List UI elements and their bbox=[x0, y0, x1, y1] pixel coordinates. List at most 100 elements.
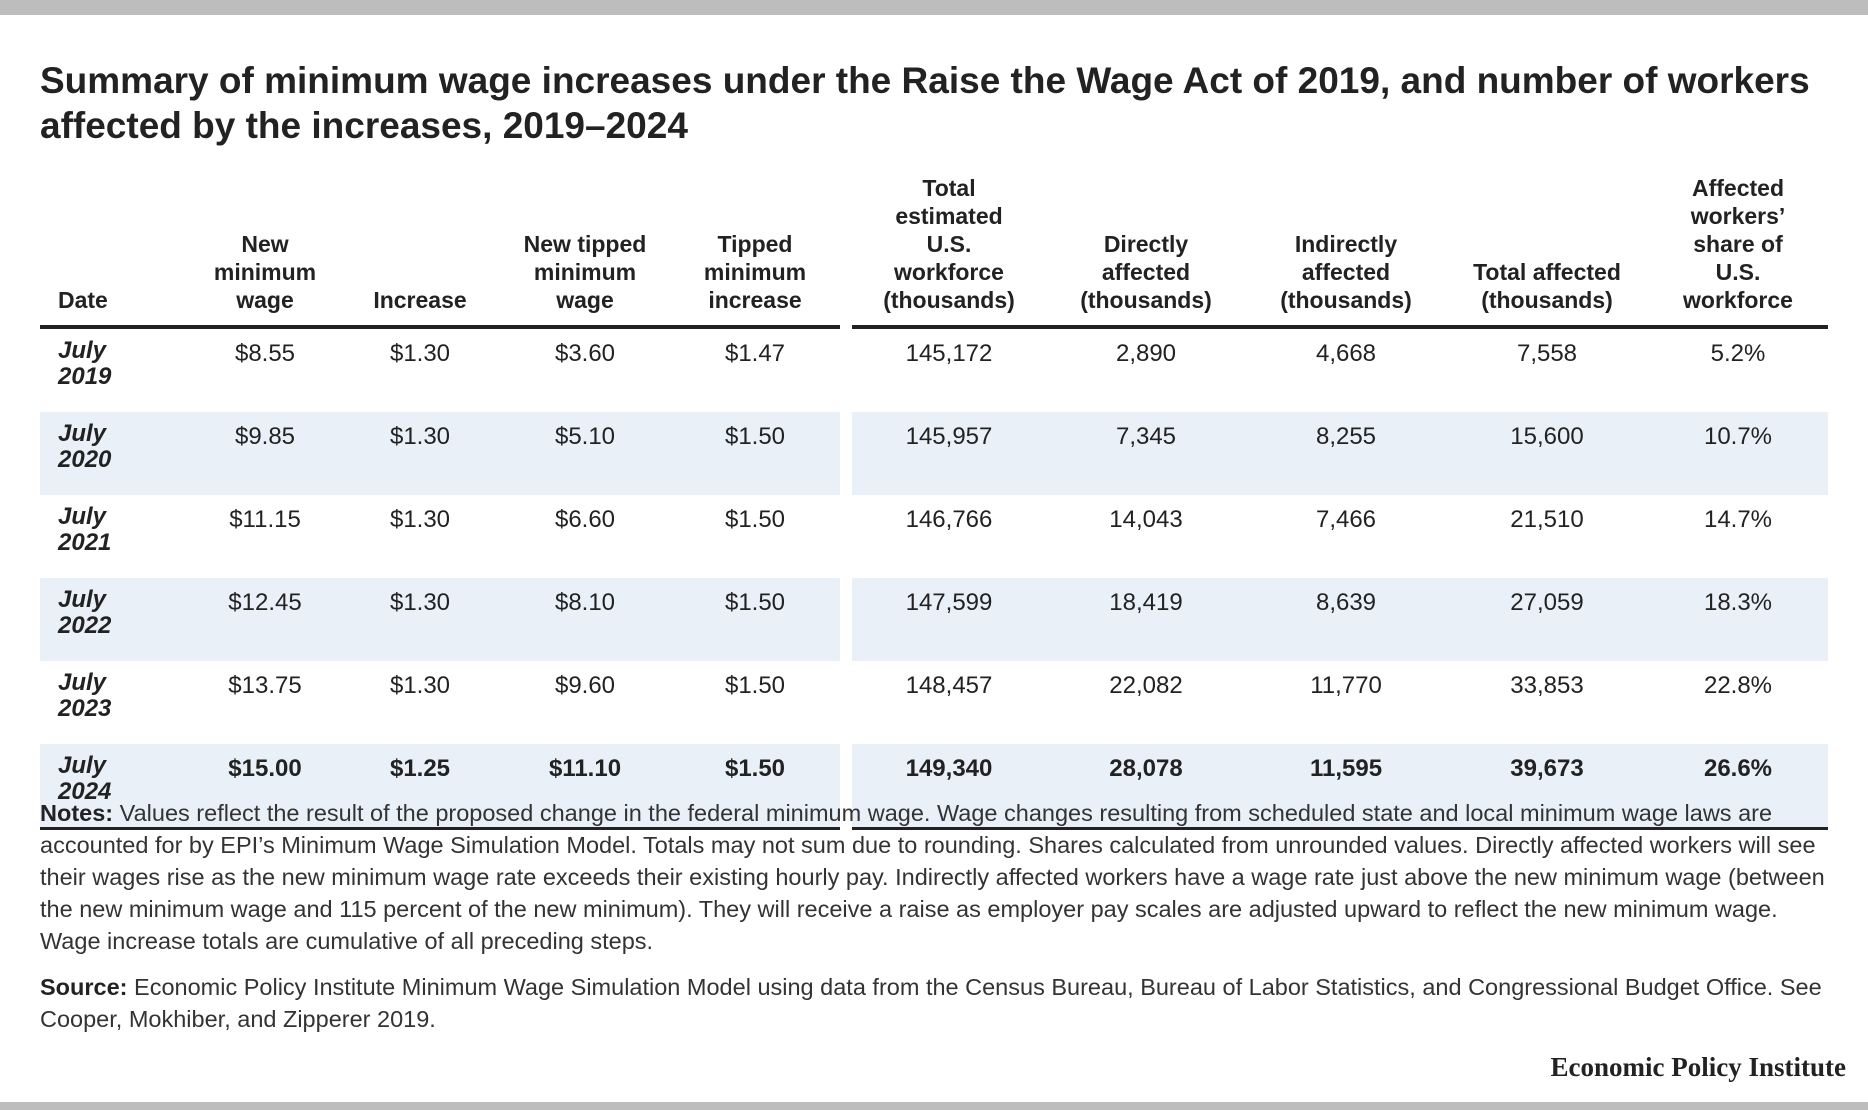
new-minimum-wage-cell: $11.15 bbox=[229, 506, 301, 533]
new-tipped-minimum-wage-cell: $11.10 bbox=[500, 744, 670, 830]
increase-cell: $1.30 bbox=[389, 340, 451, 367]
notes-label: Notes: bbox=[40, 800, 114, 826]
table-row: July 2022 $12.45 $1.30 $8.10 $1.50 147,599 18,4… bbox=[40, 578, 1828, 661]
total-affected-cell: 33,853 bbox=[1510, 672, 1584, 699]
increase-cell: $1.25 bbox=[340, 744, 500, 830]
tipped-minimum-increase-cell: $1.47 bbox=[724, 340, 786, 367]
tipped-minimum-increase-cell: $1.50 bbox=[670, 744, 840, 830]
total-affected-cell: 15,600 bbox=[1446, 412, 1648, 495]
increase-cell: $1.30 bbox=[340, 412, 500, 495]
table-row: July 2021 $11.15 $1.30 $6.60 $1.50 146,766 14,0… bbox=[40, 495, 1828, 578]
data-table: Date New minimum wage Increase New tippe… bbox=[40, 174, 1828, 830]
column-header-label: Total estimated U.S. workforce (thousand… bbox=[883, 175, 1015, 313]
column-header: New tipped minimum wage bbox=[500, 174, 670, 329]
directly-affected-cell: 22,082 bbox=[1109, 672, 1183, 699]
directly-affected-cell: 7,345 bbox=[1046, 412, 1246, 495]
source-label: Source: bbox=[40, 974, 128, 1000]
total-workforce-cell: 147,599 bbox=[852, 578, 1046, 661]
new-tipped-minimum-wage-cell: $3.60 bbox=[554, 340, 616, 367]
directly-affected-cell: 18,419 bbox=[1046, 578, 1246, 661]
new-minimum-wage-cell: $13.75 bbox=[228, 672, 302, 699]
increase-cell: $1.30 bbox=[340, 578, 500, 661]
directly-affected-cell: 2,890 bbox=[1115, 340, 1177, 367]
affected-share-cell: 18.3% bbox=[1648, 578, 1828, 661]
total-affected-cell: 39,673 bbox=[1446, 744, 1648, 830]
total-workforce-cell: 146,766 bbox=[905, 506, 993, 533]
table-row: July 2020 $9.85 $1.30 $5.10 $1.50 145,957 7,345… bbox=[40, 412, 1828, 495]
indirectly-affected-cell: 8,639 bbox=[1246, 578, 1446, 661]
total-workforce-cell: 149,340 bbox=[852, 744, 1046, 830]
table-row: July 2024 $15.00 $1.25 $11.10 $1.50 149,340 28,… bbox=[40, 744, 1828, 830]
increase-cell: $1.30 bbox=[389, 672, 451, 699]
tipped-minimum-increase-cell: $1.50 bbox=[670, 578, 840, 661]
table-row: July 2019 $8.55 $1.30 $3.60 $1.47 145,172 2,890… bbox=[40, 327, 1828, 412]
column-header: Increase bbox=[340, 174, 500, 329]
tipped-minimum-increase-cell: $1.50 bbox=[724, 506, 786, 533]
indirectly-affected-cell: 8,255 bbox=[1246, 412, 1446, 495]
total-affected-cell: 7,558 bbox=[1516, 340, 1578, 367]
column-header: Affected workers’ share of U.S. workforc… bbox=[1648, 174, 1828, 329]
date-cell: July 2019 bbox=[58, 337, 112, 390]
header-row: Date New minimum wage Increase New tippe… bbox=[40, 174, 1828, 329]
column-header: Total estimated U.S. workforce (thousand… bbox=[852, 174, 1046, 329]
source-paragraph: Source: Economic Policy Institute Minimu… bbox=[40, 971, 1830, 1035]
bottom-frame-bar bbox=[0, 1102, 1868, 1110]
column-gap bbox=[840, 174, 852, 327]
column-header-label: Total affected (thousands) bbox=[1473, 259, 1621, 313]
source-text: Economic Policy Institute Minimum Wage S… bbox=[40, 974, 1822, 1032]
total-workforce-cell: 145,957 bbox=[852, 412, 1046, 495]
total-workforce-cell: 148,457 bbox=[905, 672, 993, 699]
new-tipped-minimum-wage-cell: $8.10 bbox=[500, 578, 670, 661]
date-cell: July 2024 bbox=[40, 744, 190, 830]
column-header: Indirectly affected (thousands) bbox=[1246, 174, 1446, 329]
directly-affected-cell: 14,043 bbox=[1109, 506, 1183, 533]
total-affected-cell: 21,510 bbox=[1510, 506, 1584, 533]
column-header-label: New minimum wage bbox=[213, 231, 317, 313]
date-cell: July 2021 bbox=[58, 503, 112, 556]
new-minimum-wage-cell: $8.55 bbox=[234, 340, 296, 367]
indirectly-affected-cell: 4,668 bbox=[1315, 340, 1377, 367]
increase-cell: $1.30 bbox=[389, 506, 451, 533]
new-tipped-minimum-wage-cell: $6.60 bbox=[554, 506, 616, 533]
column-header-label: Affected workers’ share of U.S. workforc… bbox=[1683, 175, 1793, 313]
new-tipped-minimum-wage-cell: $9.60 bbox=[554, 672, 616, 699]
top-frame-bar bbox=[0, 0, 1868, 15]
affected-share-cell: 22.8% bbox=[1703, 672, 1773, 699]
tipped-minimum-increase-cell: $1.50 bbox=[724, 672, 786, 699]
table-row: July 2023 $13.75 $1.30 $9.60 $1.50 148,457 22,0… bbox=[40, 661, 1828, 744]
total-workforce-cell: 145,172 bbox=[905, 340, 993, 367]
notes-text: Values reflect the result of the propose… bbox=[40, 800, 1825, 954]
column-header-label: New tipped minimum wage bbox=[523, 231, 647, 313]
indirectly-affected-cell: 11,770 bbox=[1310, 672, 1382, 699]
new-minimum-wage-cell: $9.85 bbox=[190, 412, 340, 495]
column-gap bbox=[840, 578, 852, 661]
affected-share-cell: 14.7% bbox=[1703, 506, 1773, 533]
indirectly-affected-cell: 7,466 bbox=[1315, 506, 1377, 533]
tipped-minimum-increase-cell: $1.50 bbox=[670, 412, 840, 495]
column-header: New minimum wage bbox=[190, 174, 340, 329]
notes-paragraph: Notes: Values reflect the result of the … bbox=[40, 797, 1830, 957]
new-minimum-wage-cell: $12.45 bbox=[190, 578, 340, 661]
new-tipped-minimum-wage-cell: $5.10 bbox=[500, 412, 670, 495]
date-cell: July 2020 bbox=[40, 412, 190, 495]
affected-share-cell: 10.7% bbox=[1648, 412, 1828, 495]
column-header-label: Directly affected (thousands) bbox=[1080, 231, 1212, 313]
column-gap bbox=[840, 412, 852, 495]
affected-share-cell: 5.2% bbox=[1710, 340, 1766, 367]
new-minimum-wage-cell: $15.00 bbox=[190, 744, 340, 830]
column-header: Tipped minimum increase bbox=[670, 174, 840, 329]
column-gap bbox=[840, 327, 852, 412]
column-header: Total affected (thousands) bbox=[1446, 174, 1648, 329]
date-cell: July 2022 bbox=[40, 578, 190, 661]
brand-logo-text: Economic Policy Institute bbox=[1550, 1052, 1846, 1082]
total-affected-cell: 27,059 bbox=[1446, 578, 1648, 661]
chart-title: Summary of minimum wage increases under … bbox=[40, 60, 1810, 146]
date-cell: July 2023 bbox=[58, 669, 112, 722]
affected-share-cell: 26.6% bbox=[1648, 744, 1828, 830]
column-header-label: Tipped minimum increase bbox=[703, 231, 807, 313]
directly-affected-cell: 28,078 bbox=[1046, 744, 1246, 830]
column-gap bbox=[840, 495, 852, 578]
column-header: Date bbox=[40, 174, 190, 329]
column-gap bbox=[840, 661, 852, 744]
indirectly-affected-cell: 11,595 bbox=[1246, 744, 1446, 830]
